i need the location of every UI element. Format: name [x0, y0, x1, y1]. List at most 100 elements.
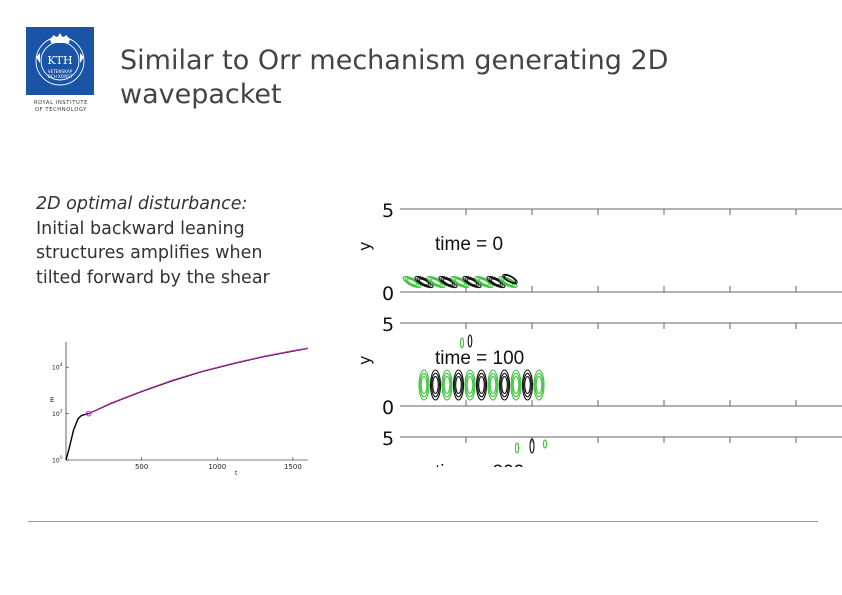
- contour-line: [487, 369, 499, 401]
- contour-line: [430, 278, 442, 286]
- contour-line: [432, 376, 439, 394]
- contour-line: [404, 277, 420, 287]
- y-axis-label: E: [50, 396, 54, 404]
- contour-line: [535, 376, 543, 394]
- y-tick-label: 10: [52, 365, 60, 372]
- contour-line: [478, 278, 490, 286]
- energy-marker: [85, 410, 92, 417]
- body-heading: 2D optimal disturbance:: [36, 194, 248, 214]
- contour-line: [418, 369, 430, 401]
- panel-time-label: time = 200: [435, 462, 524, 467]
- contour-line: [500, 372, 509, 398]
- contour-line: [488, 372, 498, 398]
- logo-motto-bottom: OCH KONST: [48, 74, 73, 79]
- contour-panel: 5 time = 200: [382, 428, 842, 467]
- contour-line: [476, 277, 492, 287]
- contour-line: [441, 369, 453, 401]
- contour-line: [454, 278, 466, 286]
- contour-line: [414, 275, 434, 289]
- y-tick-bottom: 0: [382, 397, 394, 419]
- contour-line: [419, 372, 429, 398]
- logo-caption: ROYAL INSTITUTE OF TECHNOLOGY: [24, 100, 98, 114]
- contour-line: [420, 376, 428, 394]
- contour-line: [442, 278, 454, 286]
- x-axis-label: t: [235, 470, 238, 477]
- contour-line: [478, 376, 485, 394]
- contour-line: [490, 278, 502, 286]
- energy-curve-series: [88, 347, 309, 415]
- y-tick-top: 5: [382, 428, 394, 450]
- slide-title: Similar to Orr mechanism generating 2D w…: [120, 45, 669, 110]
- contour-line: [511, 372, 521, 398]
- y-tick-label: 10: [52, 458, 60, 465]
- x-tick-label: 1500: [284, 463, 302, 471]
- contour-line: [466, 376, 474, 394]
- contour-line: [500, 277, 516, 287]
- contour-line: [534, 372, 544, 398]
- contour-line: [503, 274, 517, 284]
- body-line: tilted forward by the shear: [36, 267, 270, 288]
- contour-panel: 5 0 y time = 100: [355, 314, 842, 419]
- contour-line: [521, 369, 534, 401]
- kth-crest-icon: KTH VETENSKAP OCH KONST: [35, 33, 85, 86]
- contour-line: [514, 442, 520, 454]
- contour-line: [428, 277, 444, 287]
- contour-line: [431, 372, 440, 398]
- contour-line: [452, 369, 465, 401]
- contour-line: [510, 369, 522, 401]
- logo-caption-line1: ROYAL INSTITUTE: [33, 100, 89, 106]
- contour-line: [533, 369, 545, 401]
- contour-line: [477, 372, 486, 398]
- contour-line: [524, 376, 531, 394]
- contour-panel: 5 0 y time = 0: [355, 200, 842, 305]
- contour-line: [502, 273, 518, 285]
- contour-line: [406, 278, 418, 286]
- y-axis-label: y: [355, 242, 374, 251]
- contour-line: [542, 439, 548, 449]
- contour-line: [467, 334, 473, 348]
- contour-figure: 5 0 y time = 0 5 0 y time = 100 5 time = 200: [355, 200, 842, 467]
- contour-line: [462, 275, 482, 289]
- contour-line: [455, 376, 462, 394]
- contour-line: [501, 376, 508, 394]
- contour-line: [464, 369, 476, 401]
- contour-line: [429, 369, 442, 401]
- y-axis-label: y: [355, 356, 374, 365]
- contour-line: [474, 275, 494, 289]
- y-tick-bottom: 0: [382, 283, 394, 305]
- contour-line: [440, 277, 456, 287]
- kth-logo: KTH VETENSKAP OCH KONST: [26, 27, 94, 95]
- logo-caption-line2: OF TECHNOLOGY: [34, 107, 88, 113]
- contour-line: [489, 376, 497, 394]
- x-tick-label: 1000: [208, 463, 226, 471]
- contour-line: [418, 278, 430, 286]
- contour-line: [426, 275, 446, 289]
- contour-line: [465, 372, 475, 398]
- contour-line: [452, 277, 468, 287]
- contour-line: [475, 369, 488, 401]
- contour-line: [442, 372, 452, 398]
- x-tick-label: 500: [135, 463, 148, 471]
- y-tick-exponent: 2: [60, 409, 63, 414]
- contour-line: [486, 275, 506, 289]
- energy-curve-series: [65, 347, 309, 461]
- contour-line: [523, 372, 532, 398]
- contour-line: [488, 277, 504, 287]
- body-line: structures amplifies when: [36, 243, 263, 263]
- y-tick-top: 5: [382, 200, 394, 222]
- body-line: Initial backward leaning: [36, 218, 245, 239]
- contour-line: [402, 275, 422, 289]
- y-tick-exponent: 4: [60, 362, 63, 367]
- y-tick-label: 10: [52, 411, 60, 418]
- contour-line: [529, 438, 535, 454]
- contour-line: [512, 376, 520, 394]
- logo-wordmark: KTH: [47, 54, 72, 67]
- contour-line: [498, 275, 518, 289]
- footer-divider: [28, 521, 818, 522]
- y-tick-top: 5: [382, 314, 394, 336]
- contour-line: [498, 369, 511, 401]
- contour-line: [466, 278, 478, 286]
- contour-line: [416, 277, 432, 287]
- panel-time-label: time = 100: [435, 348, 524, 369]
- contour-line: [454, 372, 463, 398]
